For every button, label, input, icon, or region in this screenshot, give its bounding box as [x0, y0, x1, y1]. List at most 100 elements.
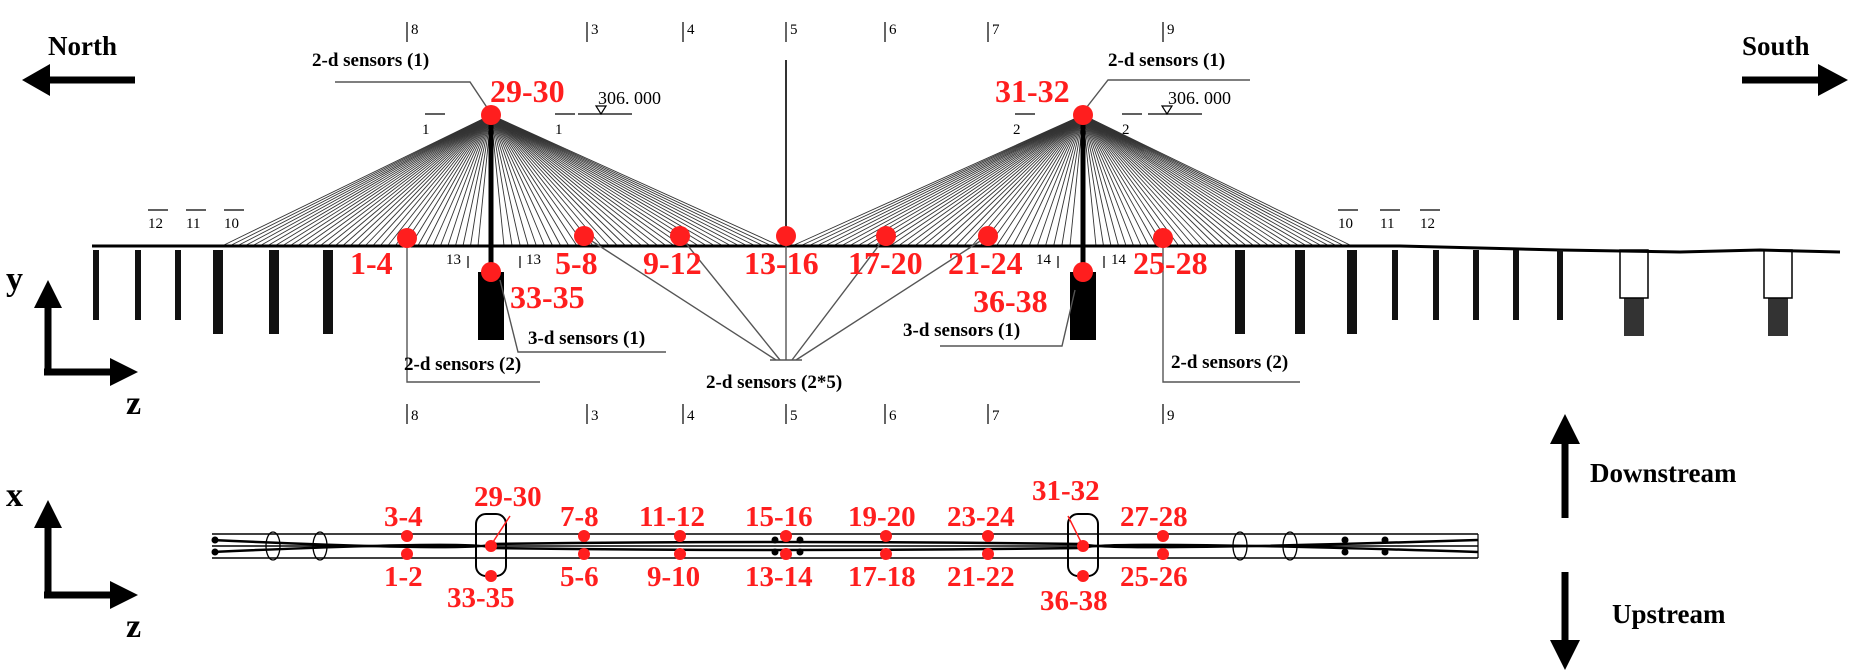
section-mark: 11 [1380, 216, 1394, 232]
sensor-label: 13-16 [744, 245, 819, 281]
approach-pier [1392, 250, 1398, 320]
section-mark: 12 [148, 216, 163, 232]
elevation-mark-left: 306. 000 [598, 88, 661, 108]
stay-cable [490, 114, 748, 247]
stay-cable [372, 114, 492, 247]
sensor-label: 25-28 [1133, 245, 1208, 281]
stay-cable [963, 114, 1084, 247]
stay-cable [1082, 114, 1150, 247]
elevation-y-axis-label: y [6, 261, 23, 298]
stay-cable [1082, 114, 1187, 247]
stay-cable [865, 114, 1084, 247]
stay-cable [490, 114, 764, 247]
stay-cable [971, 114, 1084, 247]
sensor-dot [574, 226, 594, 246]
approach-pier [1557, 250, 1563, 320]
sensor-dot [481, 262, 501, 282]
section-mark: 2 [1122, 122, 1130, 138]
stay-cable [1082, 114, 1120, 247]
stay-cable [319, 114, 492, 247]
section-mark: 10 [224, 216, 239, 232]
stay-cable [490, 114, 724, 247]
sensor-label: 9-12 [643, 245, 702, 281]
section-mark: 1 [555, 122, 563, 138]
stay-cable [462, 114, 492, 247]
sensor-dot [578, 548, 590, 560]
stay-cable [334, 114, 492, 247]
sensor-dot [1157, 530, 1169, 542]
stay-cable [1020, 114, 1084, 247]
sensor-label: 7-8 [560, 501, 599, 533]
stay-cable [1082, 114, 1270, 247]
sensor-label: 5-8 [555, 245, 598, 281]
stay-cable [490, 114, 740, 247]
sensor-dot [401, 530, 413, 542]
approach-pier [1235, 250, 1245, 334]
stay-cable [1004, 114, 1084, 247]
sensor-label: 1-2 [384, 561, 423, 593]
leader-lines [335, 79, 1300, 383]
section-mark: 14 [1036, 252, 1052, 268]
stay-cable [490, 114, 732, 247]
sensor-dot [485, 570, 497, 582]
section-mark: 8 [411, 22, 419, 38]
sensor-dot [1073, 262, 1093, 282]
stay-cable [470, 114, 492, 247]
sensor-dot [1153, 228, 1173, 248]
callout-tower-right: 2-d sensors (1) [1108, 50, 1225, 71]
sensor-label: 15-16 [745, 501, 813, 533]
section-mark: 5 [790, 22, 798, 38]
approach-pier [1768, 298, 1788, 336]
approach-pier [323, 250, 333, 334]
stay-cable [832, 114, 1084, 247]
stay-cable [922, 114, 1084, 247]
stay-cable [409, 114, 492, 247]
stay-cable [808, 114, 1084, 247]
sensor-dot [674, 530, 686, 542]
stay-cable [490, 114, 700, 247]
approach-pier [1513, 250, 1519, 320]
stay-cable [402, 114, 492, 247]
approach-pier [1473, 250, 1479, 320]
sensor-dot [780, 530, 792, 542]
stay-cable [327, 114, 492, 247]
stay-cable [266, 114, 492, 247]
section-mark: 3 [591, 408, 599, 424]
stay-cable [304, 114, 492, 247]
stay-cable [979, 114, 1084, 247]
sensor-dot [982, 530, 994, 542]
stay-cable [1082, 114, 1293, 247]
stay-cable [490, 114, 651, 247]
stay-cable [387, 114, 492, 247]
stay-cable [996, 114, 1084, 247]
stay-cable [1082, 114, 1308, 247]
elevation-marks: 306. 000 306. 000 [578, 88, 1231, 116]
sensor-label: 3-4 [384, 501, 423, 533]
stay-cable [490, 114, 529, 247]
sensor-dot [1157, 548, 1169, 560]
stay-cable [490, 114, 773, 247]
stay-cable [454, 114, 492, 247]
stay-cable [1082, 114, 1180, 247]
stay-cable [490, 114, 708, 247]
approach-pier [213, 250, 223, 334]
stay-cable [1082, 114, 1277, 247]
approach-pier [1347, 250, 1357, 334]
section-mark: 9 [1167, 22, 1175, 38]
stay-cable [1082, 114, 1315, 247]
stay-cable [947, 114, 1084, 247]
stay-cable [906, 114, 1084, 247]
stay-cable [1028, 114, 1084, 247]
sensor-dot [397, 228, 417, 248]
stay-cable [490, 114, 691, 247]
stay-cable [1012, 114, 1084, 247]
approach-piers [93, 249, 1793, 336]
sensor-label: 36-38 [1040, 585, 1108, 617]
stay-cable [490, 114, 610, 247]
stay-cable [1082, 114, 1127, 247]
sensor-dot [776, 226, 796, 246]
approach-pier-cap [1619, 249, 1649, 299]
stay-cable [379, 114, 492, 247]
